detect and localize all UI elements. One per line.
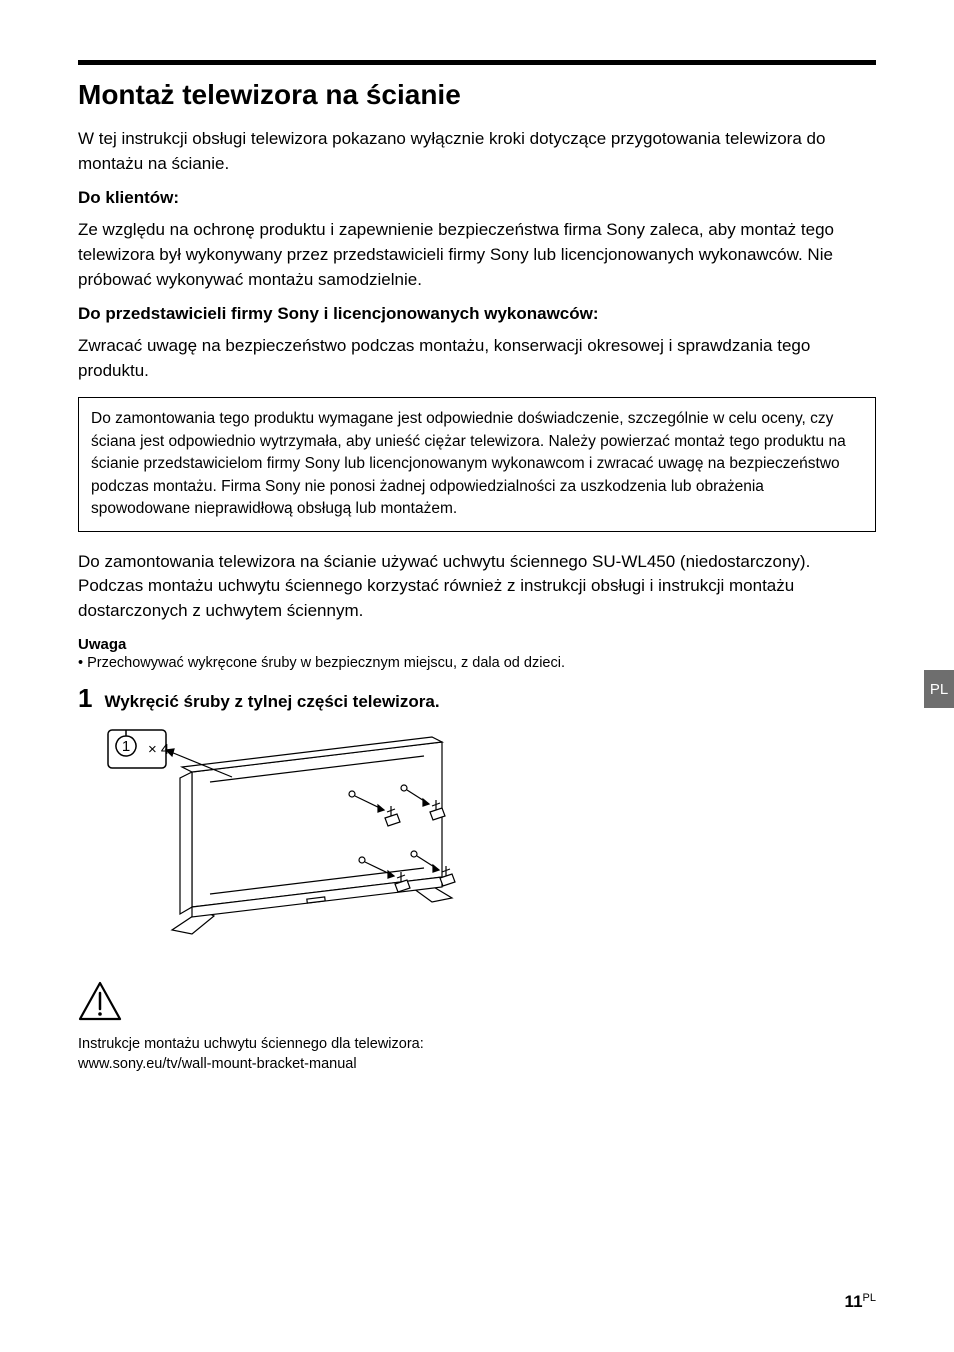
warning-box: Do zamontowania tego produktu wymagane j… — [78, 397, 876, 531]
language-tab-label: PL — [930, 681, 948, 698]
note-heading: Uwaga — [78, 636, 876, 653]
tv-body — [172, 737, 452, 934]
step-text: Wykręcić śruby z tylnej części telewizor… — [104, 692, 439, 712]
warning-box-text: Do zamontowania tego produktu wymagane j… — [91, 410, 846, 517]
attention-icon — [78, 979, 122, 1023]
intro-paragraph: W tej instrukcji obsługi telewizora poka… — [78, 127, 876, 176]
attention-block: Instrukcje montażu uchwytu ściennego dla… — [78, 979, 876, 1075]
section-rule — [78, 60, 876, 65]
customers-heading: Do klientów: — [78, 188, 876, 208]
page-number: 11PL — [845, 1292, 876, 1312]
attention-line1: Instrukcje montażu uchwytu ściennego dla… — [78, 1034, 876, 1054]
bracket-paragraph: Do zamontowania telewizora na ścianie uż… — [78, 550, 876, 624]
page-number-lang: PL — [863, 1292, 876, 1304]
screw-callout: 1 × 4 — [108, 730, 169, 768]
note-bullet: Przechowywać wykręcone śruby w bezpieczn… — [78, 655, 876, 671]
page-number-value: 11 — [845, 1292, 863, 1311]
language-tab: PL — [924, 670, 954, 708]
dealers-heading: Do przedstawicieli firmy Sony i licencjo… — [78, 304, 876, 324]
page-title: Montaż telewizora na ścianie — [78, 79, 876, 111]
step-number: 1 — [78, 685, 92, 711]
dealers-body: Zwracać uwagę na bezpieczeństwo podczas … — [78, 334, 876, 383]
tv-diagram: 1 × 4 — [102, 722, 472, 942]
page-content: Montaż telewizora na ścianie W tej instr… — [0, 0, 954, 1114]
callout-number: 1 — [122, 738, 130, 755]
customers-body: Ze względu na ochronę produktu i zapewni… — [78, 218, 876, 292]
step-1-row: 1 Wykręcić śruby z tylnej części telewiz… — [78, 685, 876, 712]
attention-line2: www.sony.eu/tv/wall-mount-bracket-manual — [78, 1054, 876, 1074]
